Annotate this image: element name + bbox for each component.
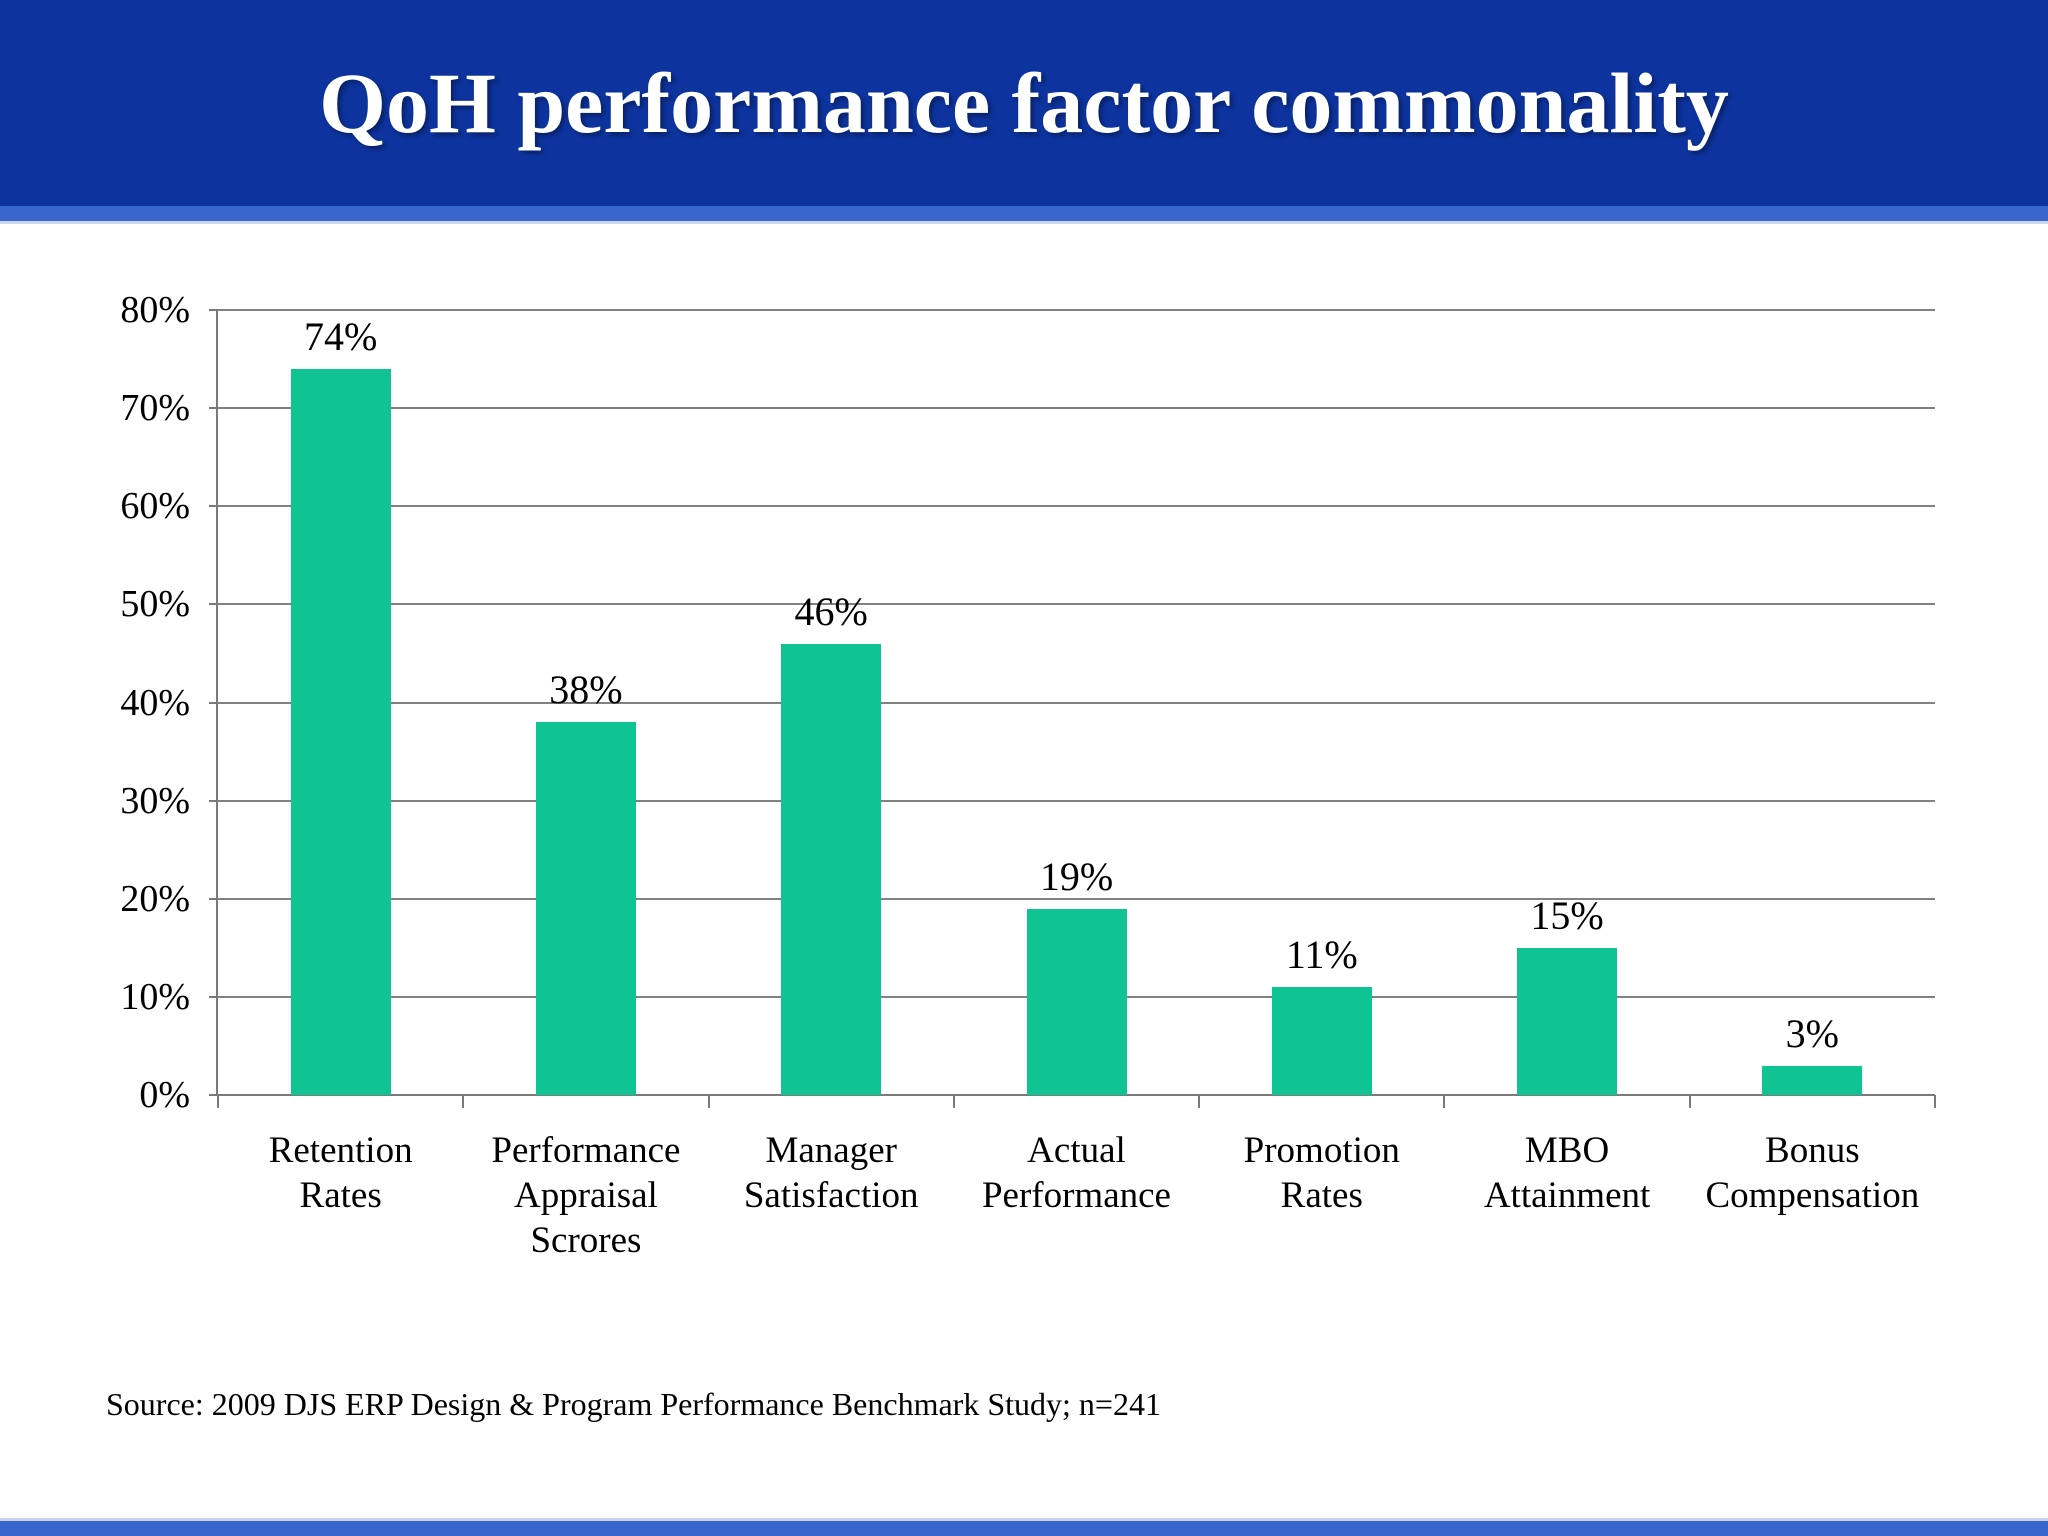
y-axis-label: 20%: [120, 877, 190, 920]
bar-value-label: 46%: [794, 588, 868, 634]
slide-title: QoH performance factor commonality: [319, 55, 1729, 151]
footer-band: [0, 1518, 2048, 1536]
bar-value-label: 38%: [549, 667, 623, 713]
category-label: Bonus Compensation: [1705, 1130, 1920, 1216]
y-axis-label: 30%: [120, 779, 190, 822]
y-axis-tick: [209, 505, 218, 508]
bar: [1517, 947, 1618, 1095]
gridline: [218, 407, 1935, 410]
category-label: Promotion Rates: [1243, 1130, 1400, 1216]
x-axis: [218, 1094, 1935, 1096]
gridline: [218, 701, 1935, 704]
bar: [535, 722, 636, 1095]
y-axis-label: 70%: [120, 387, 190, 430]
x-axis-tick: [952, 1095, 955, 1108]
gridline: [218, 505, 1935, 508]
bar: [1026, 908, 1127, 1095]
y-axis-tick: [209, 407, 218, 410]
category-label: Retention Rates: [268, 1130, 413, 1216]
gridline: [218, 309, 1935, 311]
gridline: [218, 799, 1935, 802]
bar-value-label: 15%: [1530, 892, 1604, 938]
bar-value-label: 74%: [303, 313, 378, 359]
y-axis-label: 80%: [120, 289, 190, 331]
title-bar: QoH performance factor commonality: [0, 0, 2048, 206]
y-axis-label: 50%: [120, 583, 190, 626]
y-axis-tick: [209, 701, 218, 704]
y-axis-tick: [209, 995, 218, 998]
y-axis: [216, 310, 218, 1095]
bar-value-label: 11%: [1285, 932, 1358, 978]
bar: [781, 643, 882, 1095]
y-axis-tick: [209, 897, 218, 900]
y-axis-label: 40%: [120, 681, 190, 724]
category-label: MBO Attainment: [1483, 1130, 1651, 1216]
bar: [290, 368, 391, 1095]
bar-value-label: 19%: [1039, 853, 1114, 899]
y-axis-tick: [209, 1094, 218, 1096]
accent-band: [0, 206, 2048, 224]
category-label: Performance Appraisal Scrores: [491, 1130, 681, 1261]
x-axis-tick: [1934, 1095, 1936, 1108]
category-label: Actual Performance: [981, 1130, 1171, 1216]
y-axis-tick: [209, 603, 218, 606]
category-label: Manager Satisfaction: [743, 1130, 919, 1216]
x-axis-tick: [217, 1095, 219, 1108]
y-axis-tick: [209, 799, 218, 802]
x-axis-tick: [1443, 1095, 1446, 1108]
gridline: [218, 897, 1935, 900]
y-axis-tick: [209, 309, 218, 311]
bar: [1271, 987, 1372, 1095]
gridline: [218, 603, 1935, 606]
x-axis-tick: [707, 1095, 710, 1108]
y-axis-label: 0%: [139, 1074, 190, 1116]
bar-value-label: 3%: [1785, 1010, 1839, 1056]
x-axis-tick: [1198, 1095, 1201, 1108]
x-axis-tick: [1688, 1095, 1691, 1108]
source-note: Source: 2009 DJS ERP Design & Program Pe…: [106, 1386, 1161, 1422]
bar: [1762, 1065, 1863, 1095]
x-axis-tick: [462, 1095, 465, 1108]
y-axis-label: 10%: [120, 975, 190, 1018]
y-axis-label: 60%: [120, 485, 190, 528]
